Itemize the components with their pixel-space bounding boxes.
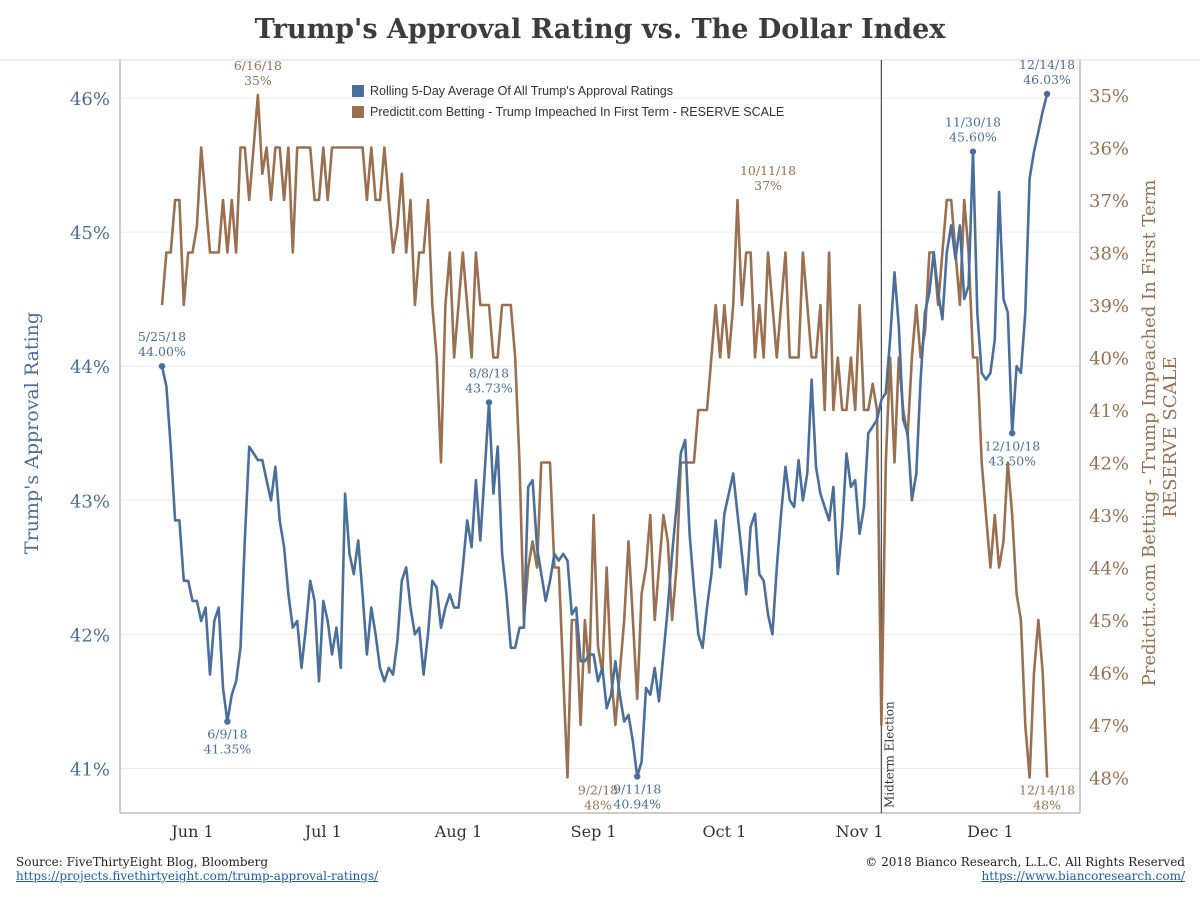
annotation-label: 48% xyxy=(1033,798,1061,813)
y-right-tick-label: 45% xyxy=(1089,611,1129,632)
annotation-label: 10/11/18 xyxy=(740,163,796,178)
y-right-tick-label: 40% xyxy=(1089,349,1129,370)
y-left-tick-label: 45% xyxy=(70,223,110,244)
grid-lines xyxy=(120,97,1080,769)
y-left-tick-label: 41% xyxy=(70,760,110,781)
annotation-label: 37% xyxy=(754,178,782,193)
annotation-marker xyxy=(1009,430,1016,437)
y-right-tick-label: 37% xyxy=(1089,191,1129,212)
x-tick-label: Jun 1 xyxy=(169,822,213,841)
series-lines xyxy=(160,93,1049,779)
annotation-label: 46.03% xyxy=(1023,72,1071,87)
x-tick-label: Jul 1 xyxy=(303,822,342,841)
annotation-label: 5/25/18 xyxy=(138,329,186,344)
x-tick-label: Oct 1 xyxy=(703,822,747,841)
y-right-axis-title-line2: RESERVE SCALE xyxy=(1160,356,1181,517)
y-right-axis-title: Predictit.com Betting - Trump Impeached … xyxy=(1139,180,1160,687)
y-right-tick-label: 47% xyxy=(1089,716,1129,737)
annotation-label: 43.50% xyxy=(988,453,1036,468)
legend-item-predictit: Predictit.com Betting - Trump Impeached … xyxy=(352,101,784,122)
annotation-marker xyxy=(1043,90,1051,98)
source-text: Source: FiveThirtyEight Blog, Bloomberg xyxy=(16,855,269,869)
annotation-marker xyxy=(158,363,166,370)
legend-item-approval: Rolling 5-Day Average Of All Trump's App… xyxy=(352,80,784,101)
approval-rating-line xyxy=(160,93,1049,778)
y-right-tick-label: 38% xyxy=(1089,244,1129,265)
x-tick-label: Dec 1 xyxy=(967,822,1014,841)
y-right-tick-label: 39% xyxy=(1089,296,1129,317)
legend-label-approval: Rolling 5-Day Average Of All Trump's App… xyxy=(370,83,673,98)
y-left-tick-label: 43% xyxy=(70,491,110,512)
chart-title: Trump's Approval Rating vs. The Dollar I… xyxy=(254,14,946,45)
annotation-label: 9/11/18 xyxy=(613,782,661,797)
annotation-label: 8/8/18 xyxy=(469,365,509,380)
annotation-marker xyxy=(969,148,977,155)
y-left-axis-title: Trump's Approval Rating xyxy=(21,312,43,554)
legend-label-predictit: Predictit.com Betting - Trump Impeached … xyxy=(370,104,785,119)
y-right-tick-label: 42% xyxy=(1089,454,1129,475)
annotation-label: 6/9/18 xyxy=(207,727,247,742)
predictit-impeachment-line xyxy=(160,93,1049,779)
y-right-tick-label: 44% xyxy=(1089,559,1129,580)
y-left-tick-label: 42% xyxy=(70,625,110,646)
annotation-label: 9/2/18 xyxy=(578,783,618,798)
y-left-tick-label: 46% xyxy=(70,89,110,110)
annotation-label: 12/10/18 xyxy=(984,438,1040,453)
site-link[interactable]: https://www.biancoresearch.com/ xyxy=(981,869,1185,883)
annotation-label: 44.00% xyxy=(138,344,186,359)
annotation-label: 12/14/18 xyxy=(1019,783,1075,798)
annotation-label: 45.60% xyxy=(949,130,997,145)
y-right-tick-label: 48% xyxy=(1089,769,1129,790)
copyright-text: © 2018 Bianco Research, L.L.C. All Right… xyxy=(865,855,1185,869)
midterm-election-label: Midterm Election xyxy=(882,701,896,808)
annotation-label: 12/14/18 xyxy=(1019,57,1075,72)
y-left-tick-label: 44% xyxy=(70,357,110,378)
annotation-marker xyxy=(634,773,641,780)
legend: Rolling 5-Day Average Of All Trump's App… xyxy=(352,80,784,122)
annotation-label: 48% xyxy=(584,798,612,813)
legend-swatch-approval xyxy=(352,84,364,97)
annotation-label: 11/30/18 xyxy=(945,115,1001,130)
annotation-marker xyxy=(485,399,493,406)
annotation-label: 35% xyxy=(244,73,272,88)
x-tick-label: Nov 1 xyxy=(836,822,884,841)
y-right-tick-label: 41% xyxy=(1089,401,1129,422)
y-right-tick-label: 35% xyxy=(1089,86,1129,107)
y-right-tick-label: 46% xyxy=(1089,664,1129,685)
annotation-marker xyxy=(224,718,231,725)
annotation-label: 6/16/18 xyxy=(234,58,282,73)
y-right-tick-label: 43% xyxy=(1089,506,1129,527)
y-right-tick-label: 36% xyxy=(1089,139,1129,160)
annotation-label: 41.35% xyxy=(204,742,252,757)
axes: 41% 42% 43% 44% 45% 46% 35% 36% 37% 38% 39% 40% 41% 4… xyxy=(0,59,1200,841)
annotation-label: 40.94% xyxy=(613,797,661,812)
legend-swatch-predictit xyxy=(352,105,364,118)
x-tick-label: Sep 1 xyxy=(571,822,617,841)
x-tick-label: Aug 1 xyxy=(434,822,482,841)
source-link[interactable]: https://projects.fivethirtyeight.com/tru… xyxy=(16,869,379,883)
annotation-label: 43.73% xyxy=(465,380,513,395)
